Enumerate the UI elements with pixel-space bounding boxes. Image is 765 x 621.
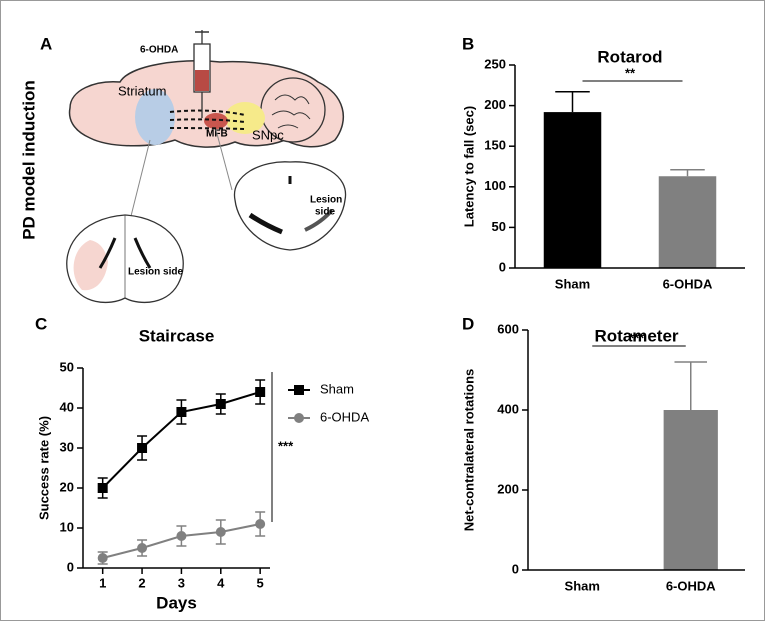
bar <box>663 410 718 570</box>
lesion-area <box>73 240 108 291</box>
bar <box>658 176 717 268</box>
marker <box>255 519 266 529</box>
panel-letter: C <box>35 314 47 333</box>
x-tick-label: 5 <box>257 575 264 590</box>
x-tick-label: 2 <box>138 575 145 590</box>
x-tick-label: 6-OHDA <box>666 578 716 593</box>
marker <box>215 399 226 409</box>
x-tick-label: 1 <box>99 575 106 590</box>
y-tick-label: 150 <box>484 138 506 153</box>
toxin-label: 6-OHDA <box>140 45 178 56</box>
chart-title: Staircase <box>139 326 215 345</box>
y-axis-label: Net-contralateral rotations <box>461 369 476 532</box>
panel-letter: B <box>462 34 474 53</box>
x-axis-label: Days <box>156 593 197 612</box>
y-tick-label: 0 <box>512 561 519 576</box>
y-axis-label: Latency to fall (sec) <box>461 106 476 227</box>
y-tick-label: 40 <box>60 399 74 414</box>
side-title: PD model induction <box>19 80 38 240</box>
x-tick-label: 4 <box>217 575 225 590</box>
significance: ** <box>625 65 636 80</box>
y-tick-label: 200 <box>497 481 519 496</box>
y-tick-label: 400 <box>497 401 519 416</box>
y-tick-label: 50 <box>492 219 506 234</box>
marker <box>294 413 304 423</box>
syringe-fluid <box>195 70 209 91</box>
y-tick-label: 600 <box>497 321 519 336</box>
marker <box>97 553 108 563</box>
panel-letter: A <box>40 34 52 53</box>
lesion-right-label: side <box>315 207 335 218</box>
midbrain-slice <box>233 161 347 251</box>
marker <box>97 483 108 493</box>
x-tick-label: Sham <box>555 276 590 291</box>
y-tick-label: 50 <box>60 359 74 374</box>
striatum-label: Striatum <box>118 83 166 98</box>
significance: *** <box>278 438 294 453</box>
x-tick-label: 3 <box>178 575 185 590</box>
x-tick-label: Sham <box>565 578 600 593</box>
chart-title: Rotarod <box>597 47 662 66</box>
y-tick-label: 20 <box>60 479 74 494</box>
y-tick-label: 100 <box>484 178 506 193</box>
marker <box>215 527 226 537</box>
panel-a: A PD model induction 6-OHDA Striatum MFB… <box>19 30 347 304</box>
intact-band <box>304 208 334 232</box>
y-tick-label: 0 <box>499 259 506 274</box>
panel-letter: D <box>462 314 474 333</box>
striatum <box>135 89 175 145</box>
significance: *** <box>629 330 645 345</box>
lesion-right-label: Lesion <box>310 195 342 206</box>
legend-label: 6-OHDA <box>320 409 369 424</box>
snpc <box>225 102 265 134</box>
y-tick-label: 0 <box>67 559 74 574</box>
x-tick-label: 6-OHDA <box>663 276 713 291</box>
y-tick-label: 250 <box>484 56 506 71</box>
marker <box>294 385 304 395</box>
pathway <box>169 109 246 130</box>
legend-label: Sham <box>320 381 354 396</box>
y-tick-label: 30 <box>60 439 74 454</box>
bar <box>543 112 602 268</box>
marker <box>137 543 148 553</box>
marker <box>255 387 266 397</box>
lesion-left-label: Lesion side <box>128 267 183 278</box>
marker <box>137 443 148 453</box>
folds <box>271 94 311 129</box>
y-tick-label: 10 <box>60 519 74 534</box>
snpc-label: SNpc <box>252 127 284 142</box>
ventricles <box>98 237 152 269</box>
marker <box>176 531 187 541</box>
lesion-band <box>248 212 283 235</box>
mfb <box>204 113 228 129</box>
marker <box>176 407 187 417</box>
y-tick-label: 200 <box>484 97 506 112</box>
chart-title: Rotameter <box>594 326 678 345</box>
connector <box>215 129 233 191</box>
y-axis-label: Success rate (%) <box>36 416 51 520</box>
